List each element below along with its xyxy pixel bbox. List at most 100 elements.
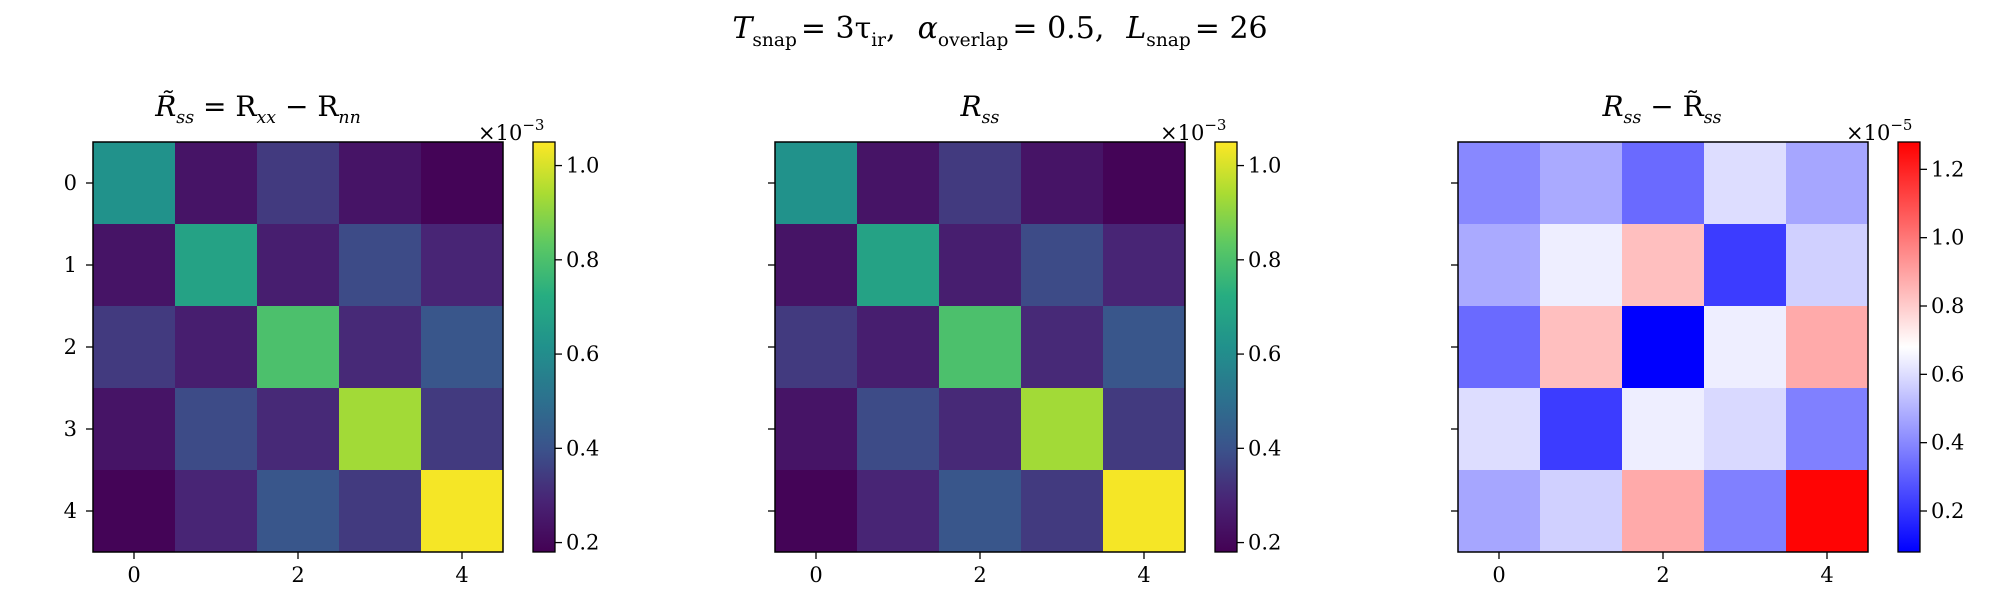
panel-1-colorbar-tick-label: 0.6 [566,342,599,366]
panel-3-colorbar-tick-label: 0.4 [1931,431,1964,455]
panel-2-cell-1-0 [775,224,858,307]
panel-1-x-axis: 0 2 4 [127,552,469,587]
panel-2-cell-3-1 [857,388,940,471]
panel-3-cell-3-2 [1622,388,1705,471]
panel-2-cell-1-1 [857,224,940,307]
panel-3-y-axis [1451,182,1458,512]
panel-3-cell-3-4 [1786,388,1869,471]
panel-2-cell-4-4 [1103,470,1186,553]
panel-1-colorbar-scale: ×10−3 [478,116,544,145]
panel-1-cell-2-2 [257,306,340,389]
panel-2-colorbar-tick-label: 0.2 [1248,531,1281,555]
panel-1-cell-2-0 [93,306,176,389]
panel-1-cell-0-0 [93,142,176,225]
panel-2-cell-2-3 [1021,306,1104,389]
panel-2-colorbar-frame [1214,141,1238,553]
panel-1-colorbar-tick-label: 0.4 [566,436,599,460]
panel-3-colorbar-tick-label: 1.0 [1931,226,1964,250]
panel-2-cell-1-2 [939,224,1022,307]
panel-1-cell-0-1 [175,142,258,225]
panel-2-colorbar: 0.2 0.4 0.6 0.8 1.0 [1214,141,1281,555]
panel-2-cell-1-3 [1021,224,1104,307]
panel-3-cell-1-2 [1622,224,1705,307]
panel-2-colorbar-tick-label: 0.4 [1248,436,1281,460]
panel-3-cell-4-4 [1786,470,1869,553]
panel-3-x-tick-label: 4 [1820,563,1833,587]
panel-1-colorbar-frame [532,141,556,553]
panel-1-cell-3-3 [339,388,422,471]
panel-1-x-tick-label: 0 [127,563,140,587]
panel-2-cell-3-2 [939,388,1022,471]
panel-3-cell-0-4 [1786,142,1869,225]
panel-2-cell-4-3 [1021,470,1104,553]
panel-1-y-tick-label: 4 [64,499,77,523]
panel-1-cell-0-3 [339,142,422,225]
panel-3-cell-0-3 [1704,142,1787,225]
panel-1-y-tick-label: 2 [64,335,77,359]
panel-2-cell-3-3 [1021,388,1104,471]
panel-1-y-tick-label: 3 [64,417,77,441]
panel-2-cell-3-0 [775,388,858,471]
panel-2-x-axis: 0 2 4 [809,552,1151,587]
panel-3-colorbar-tick-label: 0.6 [1931,362,1964,386]
panel-3-title: Rss − R̃ss [1601,90,1721,128]
panel-1-cell-4-4 [421,470,504,553]
panel-3-colorbar-tick-label: 1.2 [1931,157,1964,181]
panel-2-colorbar-tick-label: 0.6 [1248,342,1281,366]
panel-2-cell-0-3 [1021,142,1104,225]
panel-3-x-axis: 0 2 4 [1492,552,1834,587]
panel-3-heatmap [1458,142,1869,553]
panel-1-cell-2-4 [421,306,504,389]
panel-2-cell-2-4 [1103,306,1186,389]
panel-2-cell-3-4 [1103,388,1186,471]
panel-1-cell-1-0 [93,224,176,307]
panel-3-cell-0-2 [1622,142,1705,225]
panel-1-cell-1-1 [175,224,258,307]
panel-3-colorbar-tick-label: 0.8 [1931,294,1964,318]
panel-2-colorbar-gradient [1215,142,1237,552]
panel-2-colorbar-tick-label: 1.0 [1248,154,1281,178]
panel-2-cell-2-2 [939,306,1022,389]
figure-suptitle: Tsnap = 3τir, αoverlap = 0.5, Lsnap = 26 [732,11,1267,51]
panel-3-cell-1-4 [1786,224,1869,307]
panel-3-x-tick-label: 2 [1656,563,1669,587]
panel-3-cell-2-3 [1704,306,1787,389]
panel-3-cell-2-0 [1458,306,1541,389]
panel-3-colorbar-frame [1897,141,1921,553]
panel-1-y-tick-label: 1 [64,253,77,277]
panel-1-cell-3-2 [257,388,340,471]
panel-3-cell-4-0 [1458,470,1541,553]
panel-1-colorbar-tick-label: 0.2 [566,531,599,555]
panel-2-y-axis [768,182,775,512]
panel-3-cell-2-2 [1622,306,1705,389]
panel-1-colorbar-tick-label: 1.0 [566,154,599,178]
panel-2-cell-2-0 [775,306,858,389]
panel-2-x-tick-label: 4 [1137,563,1150,587]
panel-3-cell-4-3 [1704,470,1787,553]
panel-3-colorbar-gradient [1898,142,1920,552]
panel-3-cell-4-1 [1540,470,1623,553]
panel-1-x-tick-label: 2 [291,563,304,587]
panel-1-heatmap [93,142,504,553]
panel-1-cell-1-3 [339,224,422,307]
panel-2-colorbar-tick-label: 0.8 [1248,248,1281,272]
panel-1-cell-4-1 [175,470,258,553]
panel-2-cell-0-1 [857,142,940,225]
panel-1-y-tick-label: 0 [64,171,77,195]
panel-1-cell-4-0 [93,470,176,553]
panel-2-cell-1-4 [1103,224,1186,307]
panel-3-cell-0-0 [1458,142,1541,225]
panel-3: Rss − R̃ss 0 2 4 0.2 0.4 0.6 0.8 1.0 1.2 ×10−5 [1451,90,1964,587]
panel-1-cell-1-2 [257,224,340,307]
panel-2-cell-4-1 [857,470,940,553]
panel-3-x-tick-label: 0 [1492,563,1505,587]
panel-1-cell-0-2 [257,142,340,225]
panel-3-cell-2-1 [1540,306,1623,389]
panel-3-cell-1-3 [1704,224,1787,307]
panel-1-cell-0-4 [421,142,504,225]
panel-1-colorbar: 0.2 0.4 0.6 0.8 1.0 [532,141,599,555]
panel-2-title: Rss [960,90,1000,128]
panel-1: R̃ss = Rxx − Rnn 0 2 4 0 1 2 3 4 0.2 0.4 0.6 0.8 1… [64,90,600,587]
panel-2-cell-0-0 [775,142,858,225]
